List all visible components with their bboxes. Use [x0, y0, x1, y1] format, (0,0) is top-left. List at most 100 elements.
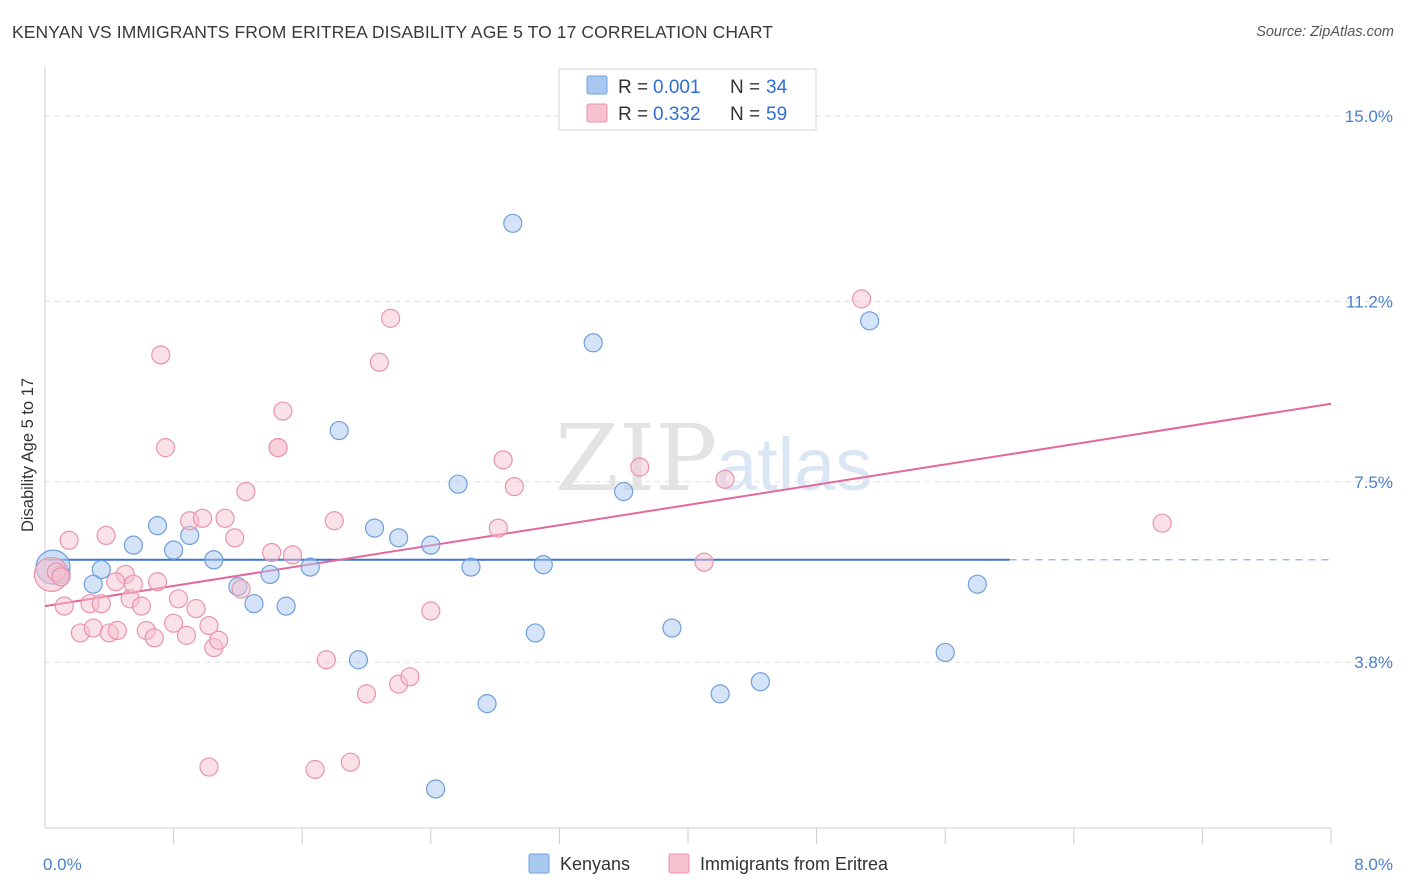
kenyans-point-33: [426, 779, 446, 799]
kenyans-point-25: [583, 333, 603, 353]
legend-r-label: R =: [618, 77, 648, 98]
eritrea-point-12: [123, 574, 144, 594]
kenyans-point-26: [614, 481, 634, 502]
eritrea-point-23: [186, 598, 206, 619]
eritrea-point-1: [59, 530, 79, 550]
eritrea-point-31: [236, 481, 256, 502]
eritrea-point-49: [630, 457, 650, 477]
gridlines: [45, 115, 1392, 663]
y-axis-label: Disability Age 5 to 17: [19, 378, 37, 532]
kenyans-point-22: [503, 213, 523, 233]
eritrea-point-9: [107, 620, 127, 641]
bottom-legend: Kenyans Immigrants from Eritrea: [528, 853, 889, 874]
eritrea-point-30: [231, 579, 251, 599]
bottom-legend-kenyans: Kenyans: [560, 854, 630, 874]
eritrea-point-40: [356, 684, 377, 704]
eritrea-point-34: [273, 401, 293, 421]
kenyans-point-21: [477, 694, 497, 714]
data-points: [33, 213, 1172, 799]
eritrea-point-42: [381, 308, 401, 328]
eritrea-trend-line: [44, 402, 1332, 608]
eritrea-point-24: [192, 508, 213, 528]
kenyans-point-6: [164, 540, 184, 560]
eritrea-point-45: [421, 601, 441, 621]
eritrea-point-13: [131, 596, 152, 616]
kenyans-point-10: [244, 594, 264, 614]
eritrea-point-57: [106, 572, 126, 592]
eritrea-point-41: [369, 352, 389, 372]
source-label: Source: ZipAtlas.com: [1256, 24, 1394, 40]
y-tick-label-2: 11.2%: [1346, 292, 1393, 311]
eritrea-point-50: [694, 552, 714, 572]
x-tick-label-0: 0.0%: [43, 855, 82, 874]
eritrea-point-35: [282, 545, 303, 565]
kenyans-point-2: [91, 559, 111, 580]
legend-n-label: N =: [730, 77, 760, 98]
bottom-legend-eritrea: Immigrants from Eritrea: [700, 854, 889, 874]
eritrea-point-6: [91, 594, 111, 614]
eritrea-point-39: [340, 752, 361, 772]
kenyans-point-11: [260, 564, 280, 585]
y-tick-label-1: 7.5%: [1354, 473, 1393, 492]
eritrea-point-48: [504, 477, 524, 497]
kenyans-point-18: [421, 535, 441, 555]
kenyans-point-15: [348, 650, 369, 670]
kenyans-point-17: [389, 528, 409, 548]
legend-r-label-2: R =: [618, 104, 648, 125]
legend-n-label-2: N =: [730, 104, 760, 125]
eritrea-point-37: [316, 650, 336, 670]
bottom-legend-swatch-eritrea: [668, 853, 690, 874]
eritrea-point-36: [305, 759, 325, 780]
eritrea-point-18: [155, 438, 176, 458]
bottom-legend-swatch-kenyans: [528, 853, 550, 874]
eritrea-point-4: [83, 618, 103, 638]
watermark: ZIP atlas: [555, 405, 872, 512]
legend-n-eritrea: 59: [766, 104, 787, 125]
kenyans-point-5: [147, 516, 168, 536]
kenyans-point-16: [364, 518, 385, 538]
kenyans-point-4: [123, 535, 144, 555]
y-tick-label-0: 3.8%: [1354, 653, 1393, 672]
eritrea-point-51: [715, 469, 735, 489]
legend-swatch-kenyans: [586, 75, 608, 95]
kenyans-point-27: [662, 618, 682, 638]
kenyans-point-12: [276, 596, 296, 616]
eritrea-point-2: [54, 596, 74, 616]
eritrea-point-58: [268, 438, 288, 458]
legend-r-eritrea: 0.332: [653, 104, 701, 125]
kenyans-point-13: [300, 557, 320, 577]
eritrea-point-29: [225, 528, 245, 548]
kenyans-point-24: [533, 555, 553, 575]
eritrea-point-46: [488, 518, 508, 538]
kenyans-point-32: [967, 574, 987, 594]
eritrea-point-54: [199, 757, 219, 777]
kenyans-point-23: [525, 623, 545, 643]
axes: 3.8% 7.5% 11.2% 15.0% 0.0% 8.0%: [43, 67, 1393, 874]
eritrea-point-27: [209, 630, 229, 650]
legend-n-kenyans: 34: [766, 77, 788, 98]
eritrea-point-56: [51, 567, 71, 587]
eritrea-point-15: [144, 628, 164, 648]
eritrea-point-25: [199, 616, 219, 636]
eritrea-point-52: [852, 289, 872, 309]
chart-title: KENYAN VS IMMIGRANTS FROM ERITREA DISABI…: [12, 22, 774, 42]
eritrea-point-38: [324, 511, 344, 531]
legend-swatch-eritrea: [586, 103, 608, 123]
kenyans-point-31: [935, 642, 955, 663]
eritrea-point-7: [96, 525, 116, 546]
kenyans-point-14: [329, 420, 349, 441]
eritrea-point-17: [151, 345, 171, 365]
kenyans-point-20: [461, 557, 481, 577]
x-tick-label-1: 8.0%: [1354, 855, 1393, 874]
eritrea-point-19: [164, 613, 184, 633]
eritrea-point-16: [147, 572, 168, 592]
legend-r-kenyans: 0.001: [653, 77, 701, 98]
eritrea-point-47: [493, 450, 513, 470]
kenyans-point-30: [860, 311, 880, 331]
eritrea-point-32: [262, 542, 282, 563]
eritrea-point-53: [1152, 513, 1172, 533]
kenyans-point-8: [204, 550, 224, 570]
kenyans-point-28: [710, 684, 730, 704]
y-tick-label-3: 15.0%: [1345, 107, 1393, 126]
